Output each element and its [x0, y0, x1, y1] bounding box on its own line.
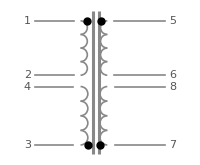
Text: 4: 4	[24, 82, 31, 92]
Text: 1: 1	[24, 16, 31, 26]
Text: 5: 5	[169, 16, 176, 26]
Text: 2: 2	[24, 70, 31, 80]
Text: 8: 8	[169, 82, 176, 92]
Text: 3: 3	[24, 140, 31, 150]
Text: 7: 7	[169, 140, 176, 150]
Text: 6: 6	[169, 70, 176, 80]
